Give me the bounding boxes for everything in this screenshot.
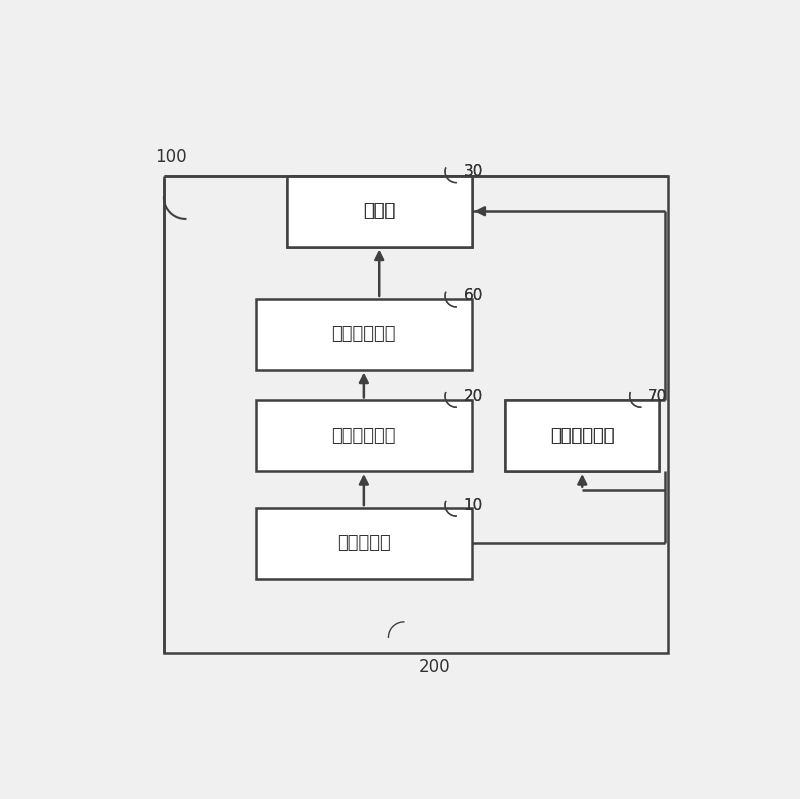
Text: 200: 200	[419, 658, 451, 676]
Text: 第一开关单元: 第一开关单元	[550, 427, 614, 445]
Text: 10: 10	[463, 498, 482, 512]
Bar	[287, 176, 471, 247]
Bar	[506, 400, 659, 471]
Bar	[506, 400, 659, 471]
Text: 继电器: 继电器	[363, 202, 395, 221]
Text: 微控制单元: 微控制单元	[337, 535, 390, 552]
Text: 继电器: 继电器	[363, 202, 395, 221]
Text: 70: 70	[648, 388, 667, 403]
Text: 30: 30	[463, 164, 483, 179]
Bar	[161, 0, 290, 179]
Text: 第二开关单元: 第二开关单元	[332, 325, 396, 344]
Text: 20: 20	[463, 388, 482, 403]
Bar	[164, 176, 668, 653]
Bar	[256, 400, 471, 471]
Text: 10: 10	[463, 498, 482, 512]
Text: 逻辑反向单元: 逻辑反向单元	[332, 427, 396, 445]
Bar	[287, 176, 471, 247]
Bar	[256, 508, 471, 578]
Text: 20: 20	[463, 388, 482, 403]
Text: 60: 60	[463, 288, 483, 304]
Text: 60: 60	[463, 288, 483, 304]
Text: 100: 100	[154, 149, 186, 166]
Text: 第一开关单元: 第一开关单元	[550, 427, 614, 445]
Text: 30: 30	[463, 164, 483, 179]
Text: 70: 70	[648, 388, 667, 403]
Bar	[256, 299, 471, 370]
Bar	[158, 169, 170, 176]
